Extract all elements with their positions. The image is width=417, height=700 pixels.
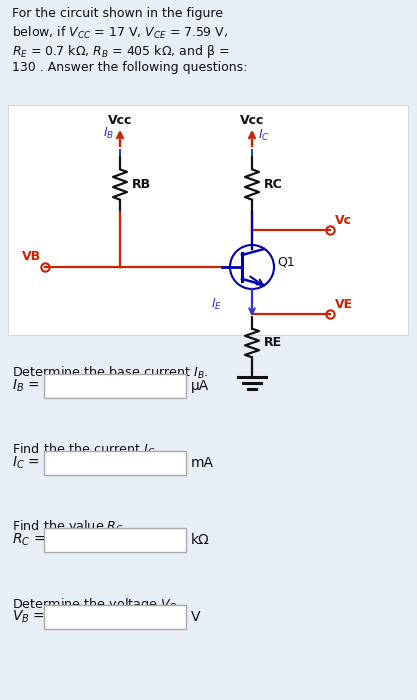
Text: μA: μA bbox=[191, 379, 209, 393]
FancyBboxPatch shape bbox=[44, 605, 186, 629]
Text: kΩ: kΩ bbox=[191, 533, 210, 547]
Text: 130 . Answer the following questions:: 130 . Answer the following questions: bbox=[12, 61, 247, 74]
Text: $I_E$: $I_E$ bbox=[211, 297, 222, 312]
Text: Vcc: Vcc bbox=[240, 114, 264, 127]
Text: RE: RE bbox=[264, 337, 282, 349]
Text: VE: VE bbox=[335, 298, 353, 311]
Text: V: V bbox=[191, 610, 201, 624]
Text: Q1: Q1 bbox=[277, 256, 295, 269]
Text: $I_C$ =: $I_C$ = bbox=[12, 455, 40, 471]
Text: $R_E$ = 0.7 kΩ, $R_B$ = 405 kΩ, and β =: $R_E$ = 0.7 kΩ, $R_B$ = 405 kΩ, and β = bbox=[12, 43, 229, 60]
Text: $I_B$ =: $I_B$ = bbox=[12, 378, 40, 394]
Text: $V_B$ =: $V_B$ = bbox=[12, 609, 45, 625]
FancyBboxPatch shape bbox=[44, 528, 186, 552]
Text: $R_C$ =: $R_C$ = bbox=[12, 532, 45, 548]
Text: Vc: Vc bbox=[335, 214, 352, 227]
Text: mA: mA bbox=[191, 456, 214, 470]
Text: $I_B$: $I_B$ bbox=[103, 125, 114, 141]
FancyBboxPatch shape bbox=[44, 451, 186, 475]
Text: Find the the current $I_C$.: Find the the current $I_C$. bbox=[12, 442, 159, 458]
Text: Determine the voltage $V_B$.: Determine the voltage $V_B$. bbox=[12, 596, 180, 613]
Text: below, if $V_{CC}$ = 17 V, $V_{CE}$ = 7.59 V,: below, if $V_{CC}$ = 17 V, $V_{CE}$ = 7.… bbox=[12, 25, 228, 41]
Text: Find the value $R_C$.: Find the value $R_C$. bbox=[12, 519, 127, 535]
Text: VB: VB bbox=[22, 250, 41, 263]
Text: Vcc: Vcc bbox=[108, 114, 132, 127]
FancyBboxPatch shape bbox=[44, 374, 186, 398]
Text: RC: RC bbox=[264, 178, 283, 191]
Text: Determine the base current $I_B$.: Determine the base current $I_B$. bbox=[12, 365, 208, 381]
Text: $I_C$: $I_C$ bbox=[258, 127, 270, 143]
Text: For the circuit shown in the figure: For the circuit shown in the figure bbox=[12, 7, 223, 20]
FancyBboxPatch shape bbox=[8, 105, 408, 335]
Text: RB: RB bbox=[132, 178, 151, 191]
